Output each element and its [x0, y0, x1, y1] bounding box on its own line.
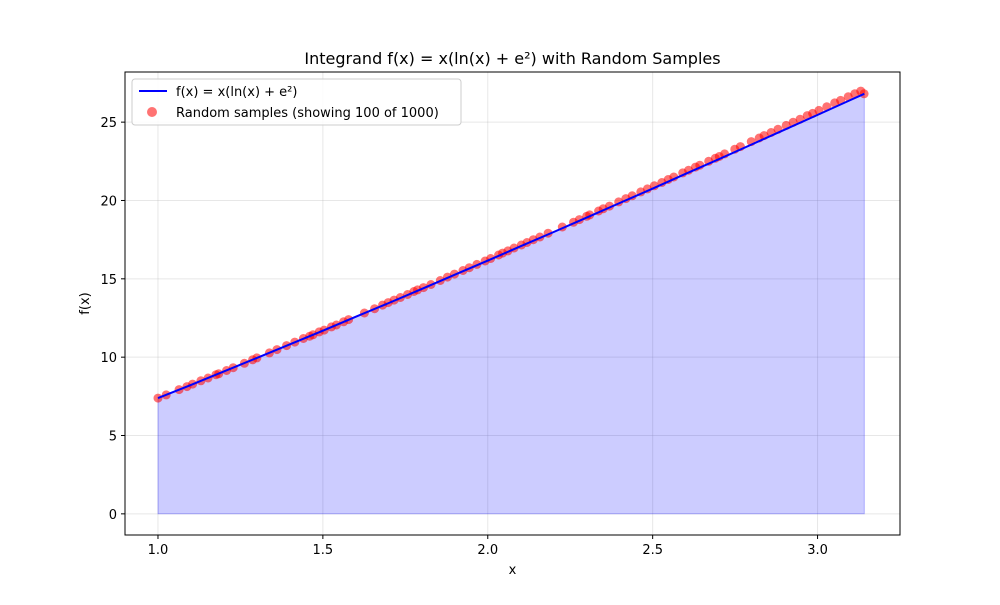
legend-box — [131, 78, 462, 126]
y-tick-label: 0 — [109, 508, 117, 523]
legend-marker-swatch — [147, 107, 157, 117]
y-tick-label: 10 — [100, 351, 117, 366]
legend: f(x) = x(ln(x) + e²) Random samples (sho… — [131, 78, 462, 126]
y-tick-label: 25 — [100, 116, 117, 131]
x-tick-label: 1.0 — [148, 543, 169, 558]
y-tick-label: 5 — [109, 430, 117, 445]
legend-label-samples: Random samples (showing 100 of 1000) — [176, 106, 439, 121]
plot-frame — [124, 71, 901, 536]
function-line — [157, 92, 865, 400]
legend-label-function: f(x) = x(ln(x) + e²) — [176, 85, 297, 100]
y-axis-label: f(x) — [78, 292, 93, 314]
y-tick-label: 15 — [100, 273, 117, 288]
x-axis: 1.0 1.5 2.0 2.5 3.0 — [148, 535, 828, 558]
x-tick-label: 2.5 — [642, 543, 663, 558]
x-tick-label: 2.0 — [477, 543, 498, 558]
x-axis-label: x — [509, 563, 517, 578]
chart-title: Integrand f(x) = x(ln(x) + e²) with Rand… — [304, 49, 720, 68]
y-tick-label: 20 — [100, 194, 117, 209]
line-layer — [157, 92, 865, 400]
x-tick-label: 1.5 — [313, 543, 334, 558]
x-tick-label: 3.0 — [807, 543, 828, 558]
y-axis: 0 5 10 15 20 25 — [100, 116, 125, 523]
